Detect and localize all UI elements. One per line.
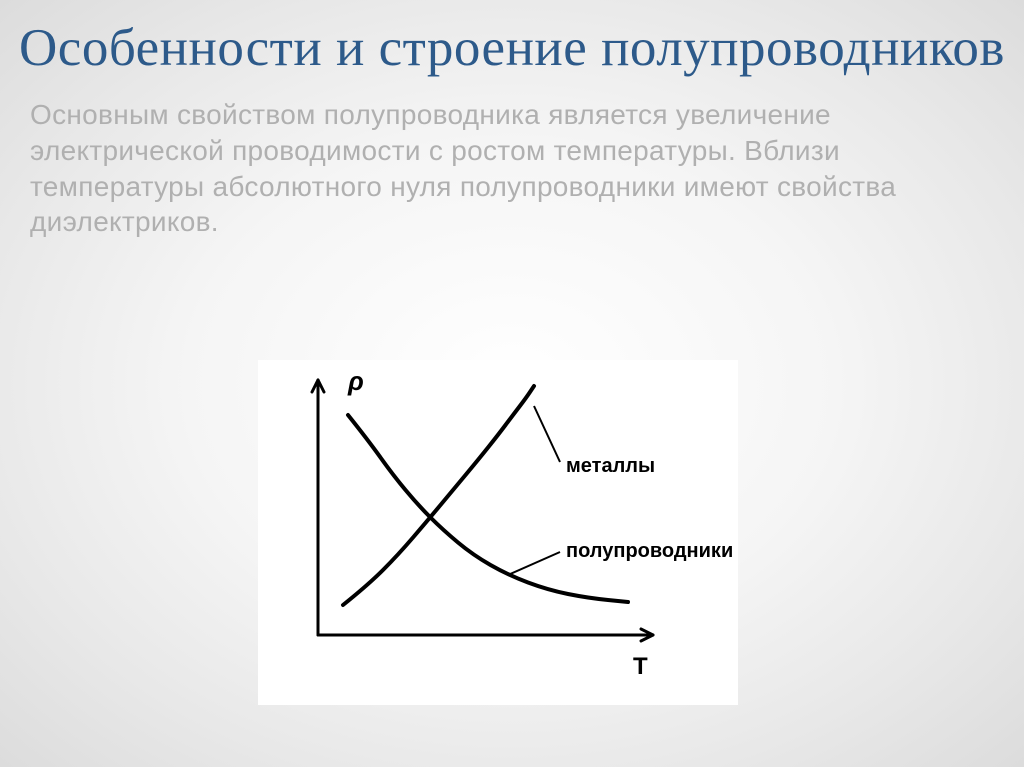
slide-title: Особенности и строение полупроводников bbox=[0, 0, 1024, 79]
axes bbox=[312, 380, 653, 641]
slide-body: Основным свойством полупроводника являет… bbox=[0, 79, 1024, 240]
semiconductors-label: полупроводники bbox=[566, 540, 733, 563]
label-leaders bbox=[508, 406, 560, 575]
metals-label: металлы bbox=[566, 455, 655, 478]
curves bbox=[343, 386, 628, 605]
x-axis-label: T bbox=[633, 653, 648, 681]
chart-svg bbox=[258, 360, 738, 705]
resistivity-chart: ρ T металлы полупроводники bbox=[258, 360, 738, 705]
y-axis-label: ρ bbox=[348, 366, 364, 397]
